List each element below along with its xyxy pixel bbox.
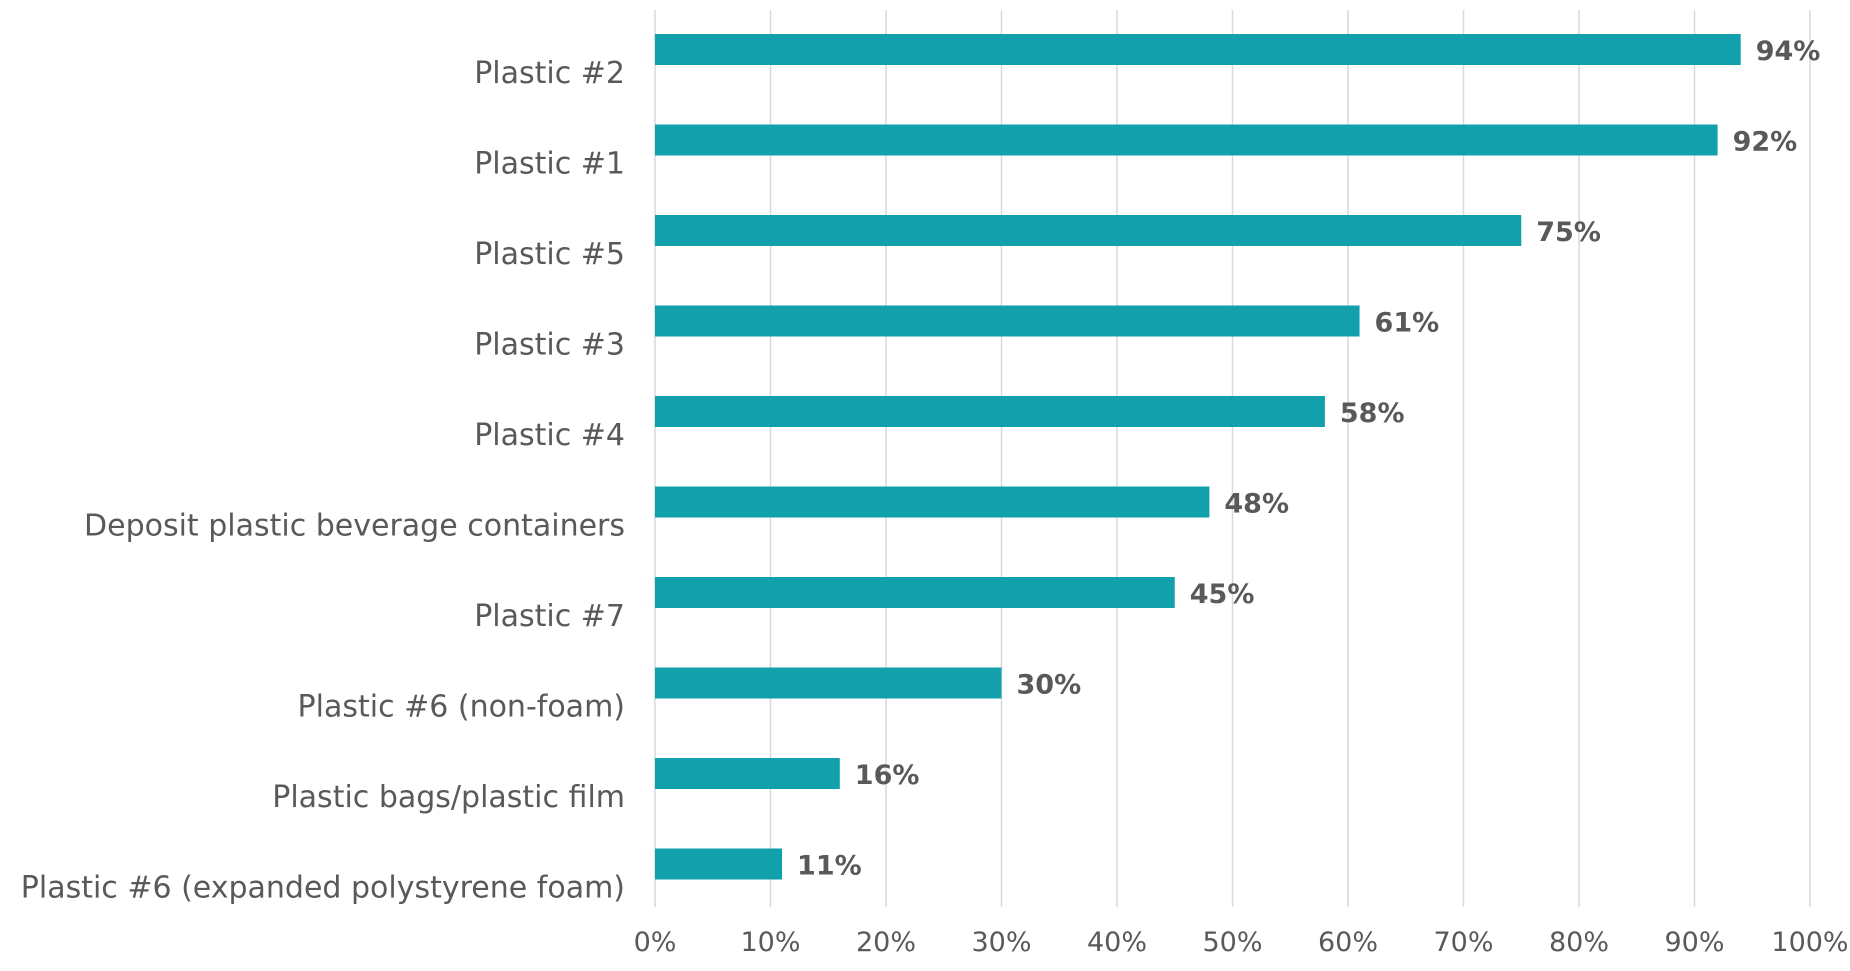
data-labels: 94% 92% 75% 61% 58% 48% 45% 30% 16% 11% xyxy=(797,36,1820,882)
category-label: Plastic #1 xyxy=(474,147,625,182)
bars xyxy=(655,34,1741,880)
data-label: 75% xyxy=(1536,217,1601,248)
bar xyxy=(655,667,1002,699)
data-label: 11% xyxy=(797,851,862,882)
x-axis-tick-labels: 0% 10% 20% 30% 40% 50% 60% 70% 80% 90% 100% xyxy=(634,927,1849,958)
data-label: 58% xyxy=(1340,398,1405,429)
x-tick-label: 70% xyxy=(1433,927,1493,958)
bar xyxy=(655,124,1718,156)
x-tick-label: 80% xyxy=(1549,927,1609,958)
data-label: 45% xyxy=(1190,579,1255,610)
x-tick-label: 10% xyxy=(740,927,800,958)
data-label: 16% xyxy=(855,760,920,791)
x-tick-label: 60% xyxy=(1318,927,1378,958)
bar xyxy=(655,758,840,789)
x-tick-label: 90% xyxy=(1664,927,1724,958)
x-tick-label: 100% xyxy=(1771,927,1848,958)
data-label: 30% xyxy=(1017,670,1082,701)
category-label: Plastic #3 xyxy=(474,328,625,363)
category-label: Plastic #6 (expanded polystyrene foam) xyxy=(21,871,625,906)
category-label: Plastic bags/plastic film xyxy=(272,780,625,815)
x-tick-label: 40% xyxy=(1087,927,1147,958)
bar xyxy=(655,396,1325,427)
bar xyxy=(655,305,1360,337)
x-tick-label: 30% xyxy=(971,927,1031,958)
category-label: Plastic #2 xyxy=(474,56,625,91)
bar xyxy=(655,848,783,880)
category-label: Plastic #5 xyxy=(474,237,625,272)
category-label: Plastic #7 xyxy=(474,599,625,634)
x-tick-label: 50% xyxy=(1202,927,1262,958)
x-tick-label: 20% xyxy=(856,927,916,958)
category-label: Plastic #6 (non-foam) xyxy=(298,690,625,725)
category-label: Deposit plastic beverage containers xyxy=(84,509,625,544)
category-label: Plastic #4 xyxy=(474,418,625,453)
bar xyxy=(655,577,1175,608)
gridlines xyxy=(654,10,1811,907)
data-label: 61% xyxy=(1375,308,1440,339)
bar xyxy=(655,34,1741,65)
data-label: 92% xyxy=(1733,127,1798,158)
category-labels: Plastic #2 Plastic #1 Plastic #5 Plastic #3… xyxy=(21,56,625,906)
data-label: 48% xyxy=(1224,489,1289,520)
bar xyxy=(655,486,1210,518)
x-tick-label: 0% xyxy=(634,927,677,958)
bar xyxy=(655,215,1522,246)
data-label: 94% xyxy=(1756,36,1821,67)
